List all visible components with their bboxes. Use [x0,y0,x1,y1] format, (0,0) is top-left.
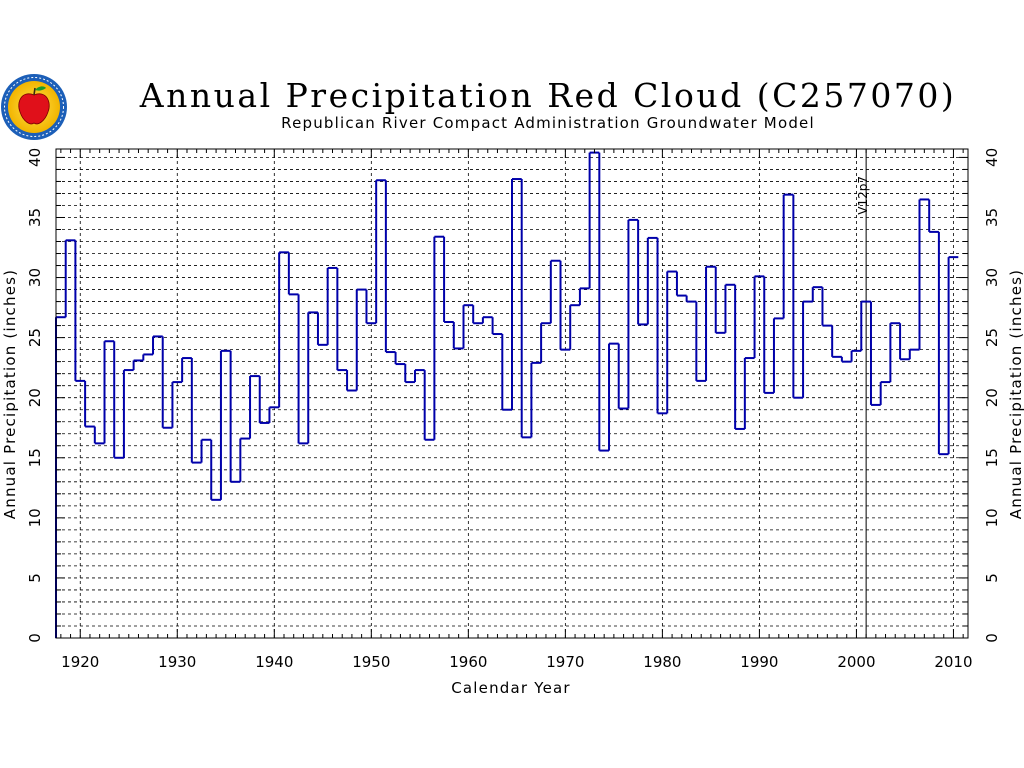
y-axis-title-right: Annual Precipitation (inches) [1007,269,1024,519]
x-tick-label: 1930 [158,653,196,671]
x-tick-label: 2010 [934,653,972,671]
y-tick-label-left: 5 [26,573,44,583]
annotation-layer: V12p7 [856,149,870,638]
y-tick-label-right: 15 [983,448,1001,467]
y-tick-label-left: 35 [26,208,44,227]
y-tick-label-left: 20 [26,388,44,407]
plot-frame [55,148,969,639]
y-tick-label-right: 0 [983,633,1001,643]
y-tick-label-right: 35 [983,208,1001,227]
y-tick-label-right: 30 [983,268,1001,287]
x-tick-label: 1990 [740,653,778,671]
data-layer [55,151,959,638]
y-tick-label-left: 15 [26,448,44,467]
chart-subtitle: Republican River Compact Administration … [281,114,815,132]
y-axis-title-left: Annual Precipitation (inches) [1,269,19,519]
y-tick-label-right: 20 [983,388,1001,407]
x-axis-title: Calendar Year [451,679,571,697]
x-tick-label: 1940 [255,653,293,671]
y-tick-label-right: 5 [983,573,1001,583]
x-tick-label: 1920 [61,653,99,671]
x-tick-label: 1970 [546,653,584,671]
x-tick-label: 2000 [837,653,875,671]
y-tick-label-right: 10 [983,508,1001,527]
x-tick-label: 1980 [643,653,681,671]
chart-title: Annual Precipitation Red Cloud (C257070) [139,76,956,115]
ticks: 0 0 5 5 10 10 15 15 20 20 25 25 30 30 35 35 40 40 1920 1930… [26,148,1001,671]
y-tick-label-left: 0 [26,633,44,643]
y-tick-label-left: 25 [26,328,44,347]
y-tick-label-right: 25 [983,328,1001,347]
logo-seal [1,74,67,140]
apple-icon [18,93,50,125]
x-tick-label: 1950 [352,653,390,671]
y-tick-label-right: 40 [983,148,1001,167]
y-tick-label-left: 10 [26,508,44,527]
x-tick-label: 1960 [449,653,487,671]
annotation-label: V12p7 [856,176,870,215]
y-tick-label-left: 40 [26,148,44,167]
y-tick-label-left: 30 [26,268,44,287]
